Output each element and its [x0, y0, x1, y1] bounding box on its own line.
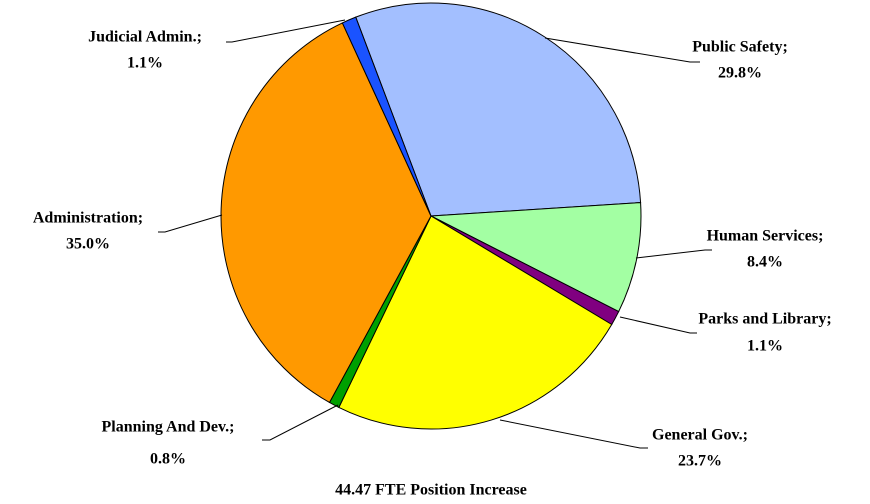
slice-label: Judicial Admin.; — [88, 29, 202, 46]
slice-label: Human Services; — [707, 228, 824, 245]
leader-line — [544, 37, 700, 63]
pie-slice — [355, 2, 642, 217]
leader-line — [619, 316, 697, 334]
pie-slice — [341, 16, 432, 217]
slice-label: Public Safety; — [692, 39, 788, 56]
slice-value-label: 1.1% — [747, 338, 783, 355]
leader-line — [158, 214, 223, 233]
pie-slice — [429, 202, 642, 313]
slice-value-label: 29.8% — [718, 65, 762, 82]
leader-line — [226, 19, 346, 43]
leader-line — [635, 249, 712, 259]
slice-label: Administration; — [33, 210, 143, 227]
chart-title: 44.47 FTE Position Increase — [335, 482, 527, 499]
slice-label: Parks and Library; — [698, 311, 831, 328]
slice-value-label: 8.4% — [747, 254, 783, 271]
slice-value-label: 23.7% — [678, 453, 722, 470]
slice-value-label: 35.0% — [66, 236, 110, 253]
slice-label: Planning And Dev.; — [102, 419, 235, 436]
slice-value-label: 1.1% — [127, 55, 163, 72]
leader-line — [499, 419, 648, 449]
leader-line — [262, 404, 339, 441]
slice-value-label: 0.8% — [150, 451, 186, 468]
pie-slice — [220, 22, 432, 404]
slice-label: General Gov.; — [652, 427, 748, 444]
pie-slice — [338, 215, 613, 430]
